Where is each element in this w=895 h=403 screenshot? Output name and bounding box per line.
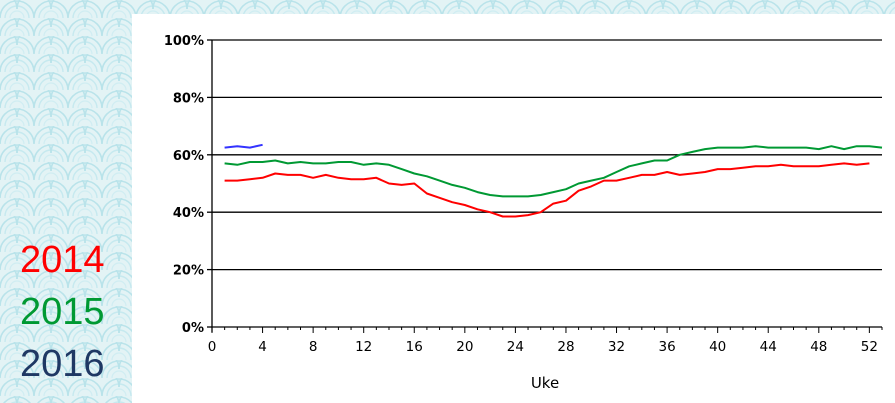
series-lines	[224, 143, 883, 218]
x-tick-label: 40	[709, 339, 726, 355]
x-tick-label: 20	[456, 339, 473, 355]
series-line-2016	[224, 143, 263, 149]
series-line-2015	[224, 145, 883, 198]
x-tick-label: 24	[507, 339, 524, 355]
legend-item-2015: 2015	[20, 291, 105, 333]
tick-labels: 0%20%40%60%80%100%0 4 8 12 16 20 24 28 32 36 40 44 4…	[164, 34, 878, 355]
legend: 2014 2015 2016	[20, 234, 105, 390]
x-tick-label: 36	[659, 339, 676, 355]
x-tick-label: 16	[406, 339, 423, 355]
y-tick-label: 0%	[182, 321, 204, 336]
x-tick-label: 52	[861, 339, 878, 355]
x-tick-label: 32	[608, 339, 625, 355]
x-tick-label: 0	[208, 339, 217, 355]
y-tick-label: 80%	[173, 91, 204, 106]
legend-item-2016: 2016	[20, 343, 105, 385]
x-tick-label: 4	[258, 339, 267, 355]
chart-panel	[132, 14, 895, 403]
series-line-2014	[224, 162, 870, 218]
y-tick-label: 100%	[164, 34, 204, 49]
x-tick-label: 8	[309, 339, 318, 355]
axes	[207, 39, 883, 333]
x-tick-label: 44	[760, 339, 777, 355]
gridlines	[212, 39, 882, 271]
y-tick-label: 60%	[173, 149, 204, 164]
y-tick-label: 40%	[173, 206, 204, 221]
legend-item-2014: 2014	[20, 239, 105, 281]
x-tick-label: 12	[355, 339, 372, 355]
y-tick-label: 20%	[173, 264, 204, 279]
x-axis-title: Uke	[531, 374, 559, 392]
x-tick-label: 28	[557, 339, 574, 355]
x-tick-label: 48	[810, 339, 827, 355]
